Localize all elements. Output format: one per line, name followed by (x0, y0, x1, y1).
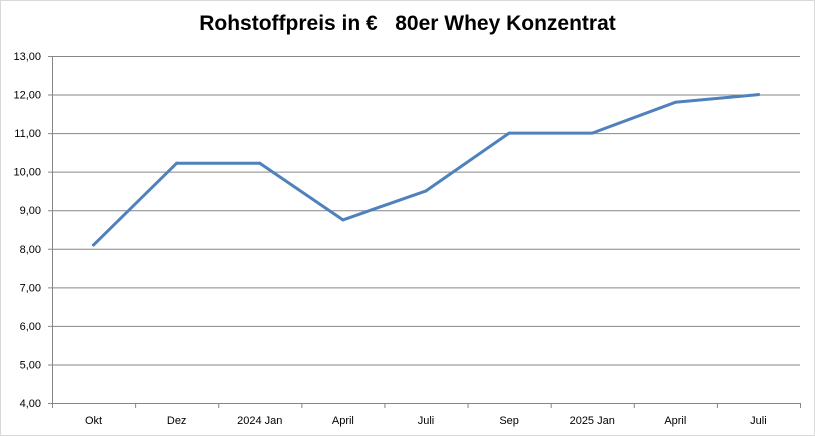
y-tick-label: 4,00 (20, 398, 41, 410)
data-point (756, 93, 760, 97)
data-point (424, 189, 428, 193)
x-tick-label: Juli (750, 415, 767, 427)
x-tick-label: Juli (418, 415, 435, 427)
y-tick-label: 13,00 (13, 51, 41, 63)
x-tick-label: April (332, 415, 354, 427)
x-axis-tick-labels: Okt Dez 2024 Jan April Juli Sep 2025 Jan April J… (85, 415, 767, 427)
y-tick-label: 8,00 (20, 244, 41, 256)
y-tick-label: 10,00 (13, 167, 41, 179)
series-line (92, 93, 760, 247)
data-point (341, 218, 345, 222)
x-tick-label: 2024 Jan (237, 415, 282, 427)
x-axis (52, 56, 801, 408)
data-point (258, 161, 262, 165)
x-tick-label: Sep (499, 415, 519, 427)
x-tick-label: April (664, 415, 686, 427)
y-tick-label: 7,00 (20, 282, 41, 294)
x-tick-label: Dez (167, 415, 187, 427)
chart-title: Rohstoffpreis in € 80er Whey Konzentrat (199, 12, 616, 35)
data-point (175, 161, 179, 165)
x-tick-label: Okt (85, 415, 102, 427)
series-layer (92, 93, 760, 247)
x-tick-label: 2025 Jan (570, 415, 615, 427)
y-tick-label: 11,00 (14, 128, 41, 140)
y-axis-tick-labels: 4,00 5,00 6,00 7,00 8,00 9,00 10,00 11,00 12,00 1… (13, 51, 41, 410)
data-point (673, 100, 677, 104)
y-tick-label: 5,00 (20, 359, 41, 371)
data-point (92, 243, 96, 247)
y-tick-label: 9,00 (20, 205, 41, 217)
y-tick-label: 12,00 (13, 90, 41, 102)
y-tick-label: 6,00 (20, 321, 41, 333)
data-point (507, 131, 511, 135)
gridlines (48, 56, 800, 404)
data-point (590, 131, 594, 135)
